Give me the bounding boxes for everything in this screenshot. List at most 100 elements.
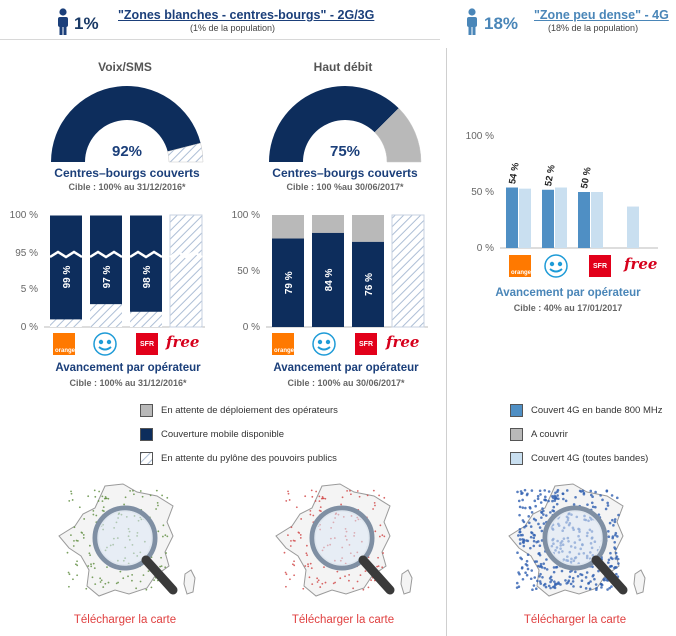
coverage-dot: [307, 565, 310, 568]
coverage-dot: [374, 530, 377, 533]
coverage-dot: [321, 495, 324, 498]
coverage-dot: [310, 489, 313, 492]
coverage-dot: [91, 576, 94, 579]
coverage-dot: [305, 544, 308, 547]
coverage-dot: [376, 565, 379, 568]
coverage-dot: [102, 586, 105, 588]
coverage-dot: [611, 518, 614, 522]
coverage-dot: [162, 524, 165, 527]
y-tick-label: 100 %: [232, 210, 260, 221]
france-map-thumbnail[interactable]: [262, 478, 422, 608]
coverage-dot: [526, 553, 530, 557]
coverage-dot: [611, 557, 614, 561]
coverage-dot: [610, 494, 614, 497]
coverage-dot: [142, 574, 145, 577]
france-map-thumbnail[interactable]: [495, 478, 655, 608]
bar-data-label: 84 %: [324, 268, 335, 291]
bar-segment-attente-pylone: [50, 319, 82, 327]
gauge-cible-voix: Cible : 100% au 31/12/2016*: [68, 182, 186, 192]
avancement-title-haut-debit: Avancement par opérateur: [273, 362, 419, 374]
coverage-dot: [542, 509, 545, 513]
person-icon: [56, 8, 70, 36]
coverage-dot: [159, 565, 162, 568]
coverage-dot: [580, 579, 584, 583]
coverage-dot: [381, 566, 384, 569]
axis-break-mark: [169, 250, 203, 259]
zone-right-title[interactable]: "Zone peu dense" - 4G: [534, 8, 669, 22]
zone-left-title[interactable]: "Zones blanches - centres-bourgs" - 2G/3…: [118, 8, 375, 22]
coverage-dot: [107, 497, 110, 500]
coverage-dot: [122, 577, 125, 580]
france-map-thumbnail[interactable]: [45, 478, 205, 608]
coverage-dot: [579, 585, 583, 589]
gauge-value-label: 75%: [330, 143, 360, 160]
coverage-dot: [547, 490, 551, 493]
coverage-dot: [127, 575, 129, 578]
coverage-dot: [123, 503, 126, 506]
coverage-dot: [165, 552, 167, 554]
coverage-dot: [373, 501, 376, 504]
magnifier-lens: [92, 505, 158, 571]
coverage-dot: [562, 497, 565, 501]
coverage-dot: [359, 574, 362, 577]
coverage-dot: [139, 580, 142, 583]
coverage-dot: [315, 490, 318, 493]
gauge-remaining-arc: [167, 142, 204, 163]
coverage-dot: [590, 493, 593, 497]
coverage-dot: [545, 558, 548, 561]
coverage-dot: [597, 569, 600, 573]
coverage-dot: [287, 492, 290, 495]
coverage-dot: [521, 498, 524, 502]
magnifier-handle: [358, 555, 395, 595]
coverage-dot: [352, 587, 355, 590]
coverage-dot: [579, 572, 582, 576]
coverage-dot: [538, 565, 542, 568]
coverage-dot: [614, 551, 618, 555]
coverage-dot: [539, 582, 543, 585]
corsica-outline: [400, 569, 413, 595]
download-map-link[interactable]: Télécharger la carte: [73, 614, 177, 626]
bar-chart-4g: 100 % 50 % 0 % 54 % 52 % 50 %: [466, 131, 658, 254]
y-tick-label: 0 %: [21, 322, 38, 333]
coverage-dot: [304, 565, 307, 567]
coverage-dot: [383, 496, 386, 499]
coverage-dot: [533, 534, 536, 537]
coverage-dot: [524, 571, 527, 574]
coverage-dot: [538, 580, 542, 583]
coverage-dot: [310, 567, 313, 570]
coverage-dot: [377, 556, 379, 559]
coverage-dot: [533, 576, 537, 579]
coverage-dot: [129, 489, 131, 492]
coverage-dot: [537, 552, 540, 556]
coverage-dot: [72, 578, 74, 581]
coverage-dot: [132, 489, 134, 492]
coverage-dot: [543, 566, 547, 570]
download-map-link[interactable]: Télécharger la carte: [523, 614, 627, 626]
orange-logo: orange: [509, 255, 531, 277]
coverage-dot: [309, 513, 312, 516]
coverage-dot: [319, 506, 322, 508]
coverage-dot: [156, 501, 159, 504]
coverage-dot: [526, 492, 529, 496]
coverage-dot: [68, 500, 71, 502]
coverage-dot: [135, 587, 138, 590]
coverage-dot: [312, 514, 315, 517]
coverage-dot: [551, 499, 554, 503]
coverage-dot: [293, 564, 296, 567]
coverage-dot: [309, 562, 312, 565]
coverage-dot: [161, 535, 164, 538]
coverage-dot: [518, 572, 521, 576]
coverage-dot: [589, 580, 592, 583]
coverage-dot: [115, 582, 118, 585]
coverage-dot: [93, 489, 96, 492]
legend-swatch: [510, 428, 523, 441]
coverage-dot: [515, 586, 519, 589]
coverage-dot: [574, 570, 577, 574]
download-map-link[interactable]: Télécharger la carte: [291, 614, 395, 626]
coverage-dot: [88, 544, 91, 547]
coverage-dot: [614, 557, 618, 560]
coverage-dot: [131, 579, 133, 582]
coverage-dot: [334, 581, 336, 584]
coverage-dot: [370, 579, 373, 582]
coverage-dot: [606, 501, 609, 505]
